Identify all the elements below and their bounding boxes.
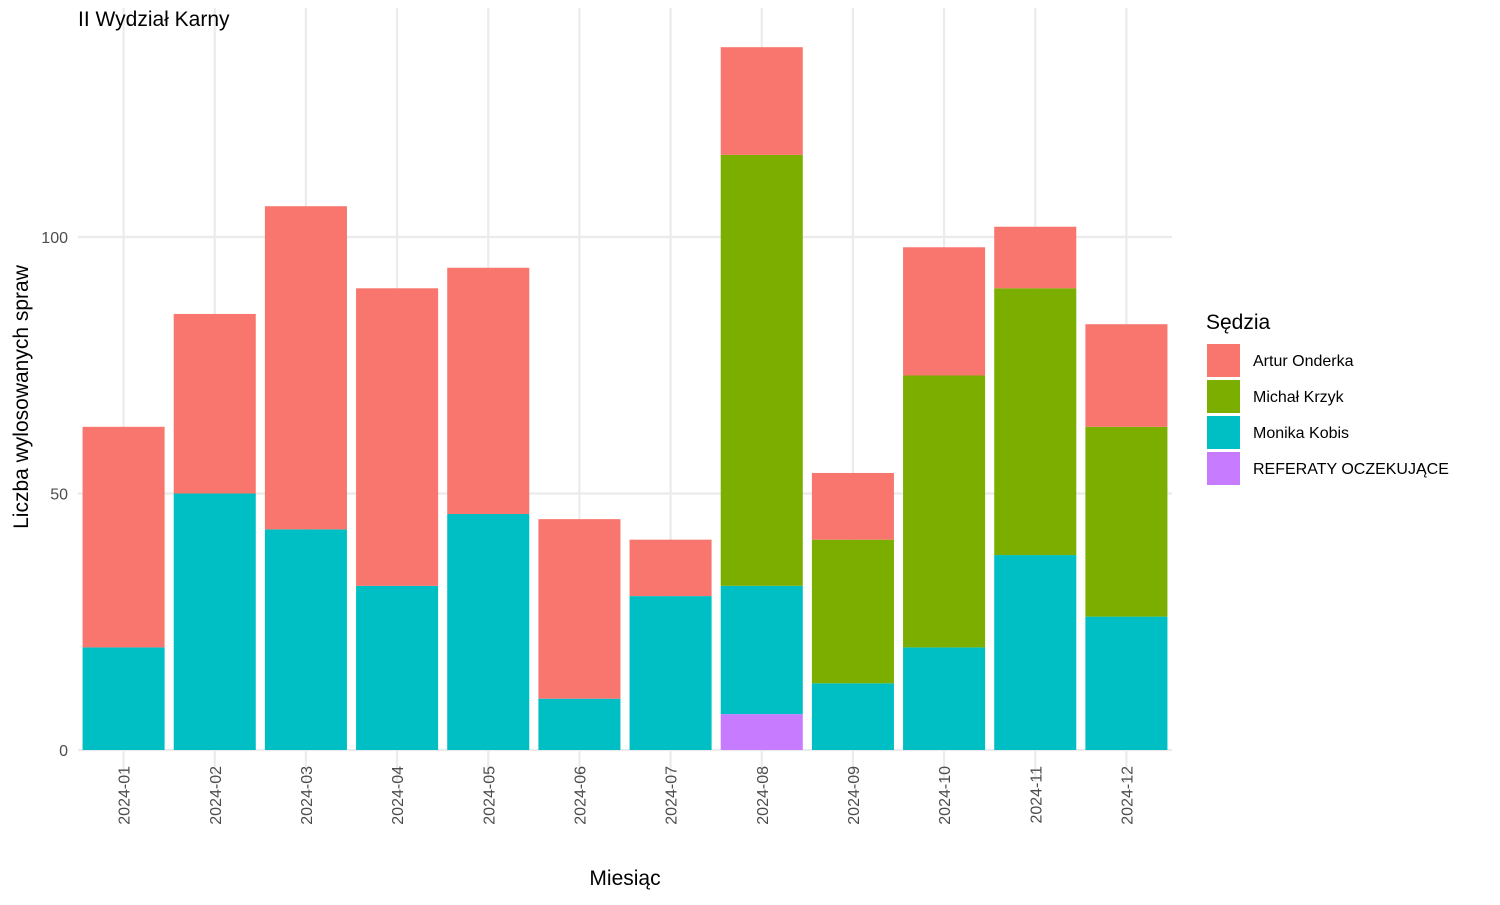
x-tick-label: 2024-11	[1028, 766, 1045, 824]
bar-segment	[538, 519, 621, 699]
bar-segment	[356, 288, 439, 586]
bar-segment	[720, 714, 803, 750]
legend-swatch	[1207, 416, 1240, 449]
bar-segment	[903, 247, 986, 376]
bar-segment	[447, 267, 530, 515]
bar-segment	[629, 596, 712, 750]
x-tick-label: 2024-07	[664, 766, 681, 825]
legend-swatch	[1207, 380, 1240, 413]
x-tick-label: 2024-10	[937, 766, 954, 825]
legend-title: Sędzia	[1206, 311, 1271, 334]
bar-segment	[82, 647, 165, 750]
bar-segment	[903, 375, 986, 648]
bar-segment	[538, 698, 621, 750]
legend-label: Michał Krzyk	[1253, 389, 1345, 406]
bar-segment	[994, 226, 1077, 289]
legend-swatch	[1207, 344, 1240, 377]
bar-segment	[173, 493, 256, 750]
y-tick-label: 0	[59, 743, 68, 760]
bar-segment	[994, 555, 1077, 750]
bar-segment	[447, 514, 530, 750]
x-tick-label: 2024-09	[846, 766, 863, 825]
chart-title: II Wydział Karny	[78, 8, 230, 31]
x-tick-label: 2024-12	[1119, 766, 1136, 825]
legend-label: Monika Kobis	[1253, 425, 1349, 442]
bar-segment	[903, 647, 986, 750]
legend-label: REFERATY OCZEKUJĄCE	[1253, 461, 1449, 478]
bar-segment	[264, 529, 347, 750]
bars	[82, 47, 1168, 750]
bar-segment	[720, 154, 803, 586]
legend: Sędzia Artur Onderka Michał Krzyk Monika K…	[1206, 311, 1449, 485]
bar-segment	[994, 288, 1077, 556]
x-tick-label: 2024-06	[572, 766, 589, 825]
bar-segment	[356, 585, 439, 750]
bar-segment	[1085, 426, 1168, 617]
bar-segment	[173, 313, 256, 494]
y-axis-ticks: 0 50 100	[41, 230, 68, 760]
bar-segment	[264, 206, 347, 530]
bar-segment	[720, 585, 803, 715]
x-axis-ticks: 2024-01 2024-02 2024-03 2024-04 2024-05 2024-…	[117, 766, 1137, 825]
bar-segment	[811, 472, 894, 540]
y-axis-title: Liczba wylosowanych spraw	[10, 264, 33, 529]
y-tick-label: 100	[41, 230, 68, 247]
x-tick-label: 2024-04	[390, 766, 407, 825]
x-tick-label: 2024-03	[299, 766, 316, 825]
x-tick-label: 2024-05	[481, 766, 498, 825]
bar-segment	[82, 426, 165, 648]
bar-segment	[629, 539, 712, 597]
x-tick-label: 2024-08	[755, 766, 772, 825]
bar-segment	[1085, 324, 1168, 427]
legend-items: Artur Onderka Michał Krzyk Monika Kobis REF…	[1207, 344, 1449, 485]
x-axis-title: Miesiąc	[589, 867, 660, 890]
bar-segment	[720, 47, 803, 155]
legend-label: Artur Onderka	[1253, 353, 1354, 370]
bar-segment	[1085, 616, 1168, 750]
x-tick-label: 2024-02	[208, 766, 225, 825]
y-tick-label: 50	[50, 487, 68, 504]
x-tick-label: 2024-01	[117, 766, 134, 825]
bar-segment	[811, 539, 894, 684]
legend-swatch	[1207, 452, 1240, 485]
bar-segment	[811, 683, 894, 750]
